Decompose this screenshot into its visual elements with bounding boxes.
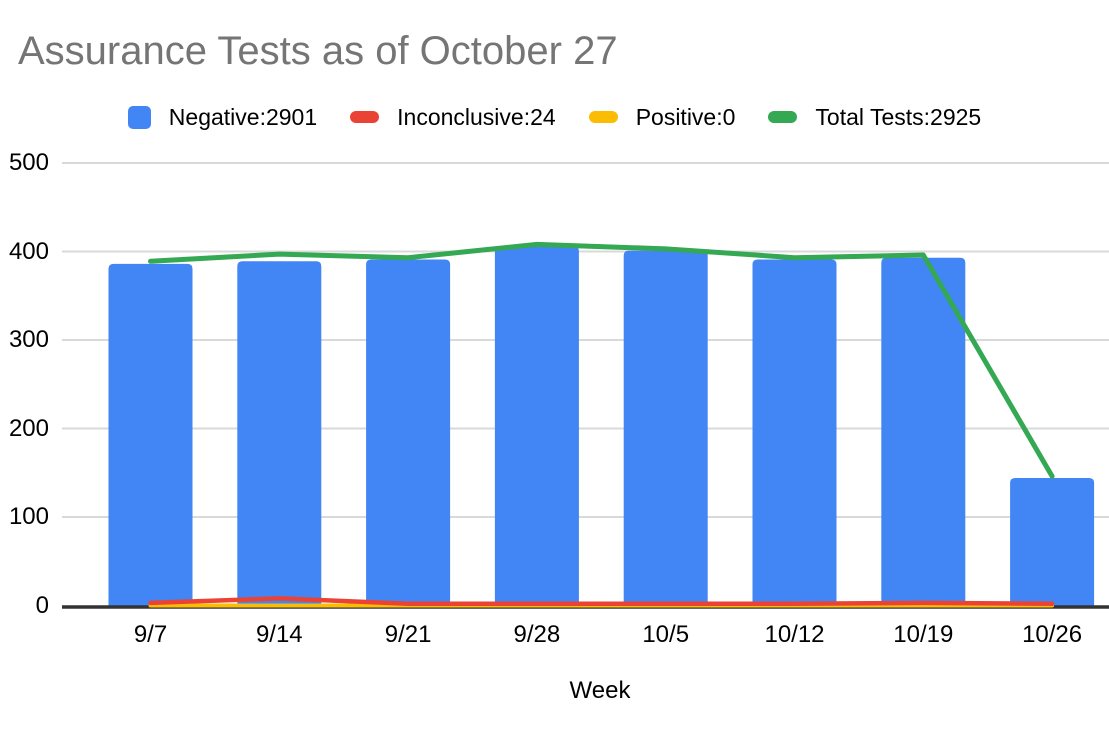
inconclusive-swatch-icon	[350, 111, 380, 123]
x-tick-label-9/28: 9/28	[513, 621, 561, 648]
inconclusive-line	[148, 596, 1055, 606]
bar-9/7	[108, 263, 193, 607]
y-tick-label-300: 300	[8, 326, 49, 353]
x-tick-label-9/7: 9/7	[133, 621, 168, 648]
legend-label-inconclusive: Inconclusive:24	[397, 103, 556, 130]
positive-swatch-icon	[588, 111, 618, 123]
x-axis-title: Week	[569, 677, 631, 704]
bar-10/12	[752, 259, 837, 607]
y-tick-label-100: 100	[8, 503, 49, 530]
legend-label-positive: Positive:0	[635, 103, 736, 130]
x-tick-label-10/19: 10/19	[893, 621, 954, 648]
x-tick-label-10/5: 10/5	[642, 621, 690, 648]
y-tick-label-0: 0	[35, 591, 49, 619]
legend-item-negative: Negative:2901	[127, 103, 318, 131]
x-tick-label-10/26: 10/26	[1022, 621, 1083, 648]
bar-9/28	[494, 246, 579, 607]
legend-label-negative: Negative:2901	[168, 103, 318, 130]
legend-label-total-tests: Total Tests:2925	[815, 103, 982, 130]
bar-10/26	[1010, 478, 1095, 607]
y-tick-label-400: 400	[8, 237, 49, 265]
total-tests-swatch-icon	[768, 111, 798, 123]
negative-swatch-icon	[127, 105, 151, 129]
legend-item-total-tests: Total Tests:2925	[768, 104, 981, 131]
y-tick-label-200: 200	[8, 414, 49, 442]
chart-legend: Negative:2901 Inconclusive:24 Positive:0…	[0, 101, 1109, 133]
bar-10/5	[623, 250, 708, 608]
x-tick-label-10/12: 10/12	[764, 621, 825, 648]
bar-9/21	[366, 259, 451, 607]
x-tick-label-9/21: 9/21	[384, 621, 432, 648]
chart-title: Assurance Tests as of October 27	[18, 29, 618, 73]
y-tick-label-500: 500	[8, 149, 49, 176]
x-tick-label-9/14: 9/14	[255, 621, 303, 648]
total-tests-line	[148, 241, 1055, 479]
bar-10/19	[881, 257, 966, 607]
bar-9/14	[237, 261, 322, 607]
legend-item-inconclusive: Inconclusive:24	[350, 104, 556, 131]
legend-item-positive: Positive:0	[588, 103, 736, 131]
